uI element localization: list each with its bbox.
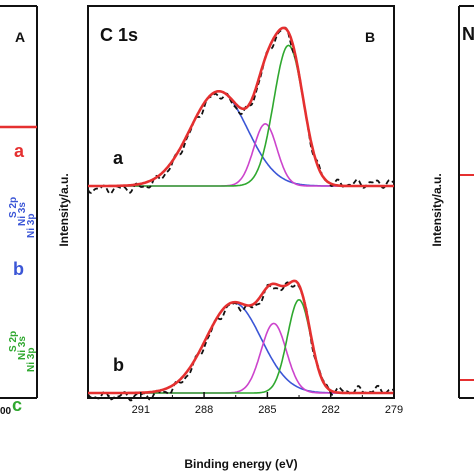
trace-c-peak-ni3s: Ni 3s bbox=[17, 336, 28, 360]
trace-b-label: b bbox=[13, 259, 24, 279]
trace-b-peak-ni3p: Ni 3p bbox=[26, 214, 37, 238]
x-tick-label: 288 bbox=[195, 404, 213, 416]
spectrum-b-experimental bbox=[87, 281, 395, 402]
panel-letter: B bbox=[365, 29, 375, 45]
panel-right-letter: N bbox=[462, 24, 474, 44]
spectrum-a: a bbox=[87, 26, 395, 195]
panel-right-ylabel: Intensity/a.u. bbox=[430, 173, 444, 246]
panel-a-tick-label: 00 bbox=[0, 406, 12, 417]
panel-a: A 00 a S 2p Ni 3s Ni 3p b S 2p Ni 3s Ni … bbox=[0, 5, 38, 417]
spectrum-a-label: a bbox=[113, 148, 124, 168]
trace-c-peak-ni3p: Ni 3p bbox=[26, 348, 37, 372]
spectrum-b-envelope bbox=[88, 279, 394, 395]
trace-c-markers: S 2p Ni 3s Ni 3p c bbox=[8, 331, 37, 415]
panel-right: Intensity/a.u. N bbox=[430, 5, 474, 399]
trace-c-peak-s2p: S 2p bbox=[8, 331, 19, 352]
spectrum-a-experimental bbox=[87, 26, 395, 195]
y-axis-label: Intensity/a.u. bbox=[57, 173, 71, 246]
spectrum-b-component-1 bbox=[88, 301, 394, 394]
chart-title: C 1s bbox=[100, 25, 138, 45]
trace-b-peak-ni3s: Ni 3s bbox=[17, 202, 28, 226]
spectrum-b-label: b bbox=[113, 355, 124, 375]
spectrum-a-component-1 bbox=[88, 90, 394, 187]
x-tick-label: 285 bbox=[258, 404, 276, 416]
spectrum-b-component-3 bbox=[88, 298, 394, 394]
x-axis-label: Binding energy (eV) bbox=[184, 457, 297, 471]
trace-c-label: c bbox=[12, 395, 22, 415]
x-tick-label: 291 bbox=[132, 404, 150, 416]
spectra-curves: ab bbox=[87, 26, 395, 402]
c1s-plot: C 1s B ab 291 288 285 282 279 bbox=[87, 5, 403, 416]
x-tick-label: 279 bbox=[385, 404, 403, 416]
x-axis-ticks: 291 288 285 282 279 bbox=[108, 392, 403, 416]
trace-b-peak-s2p: S 2p bbox=[8, 197, 19, 218]
spectrum-a-envelope bbox=[88, 26, 394, 188]
spectrum-a-component-2 bbox=[88, 122, 394, 187]
panel-a-letter: A bbox=[15, 29, 25, 45]
spectrum-b: b bbox=[87, 279, 395, 402]
trace-b-markers: S 2p Ni 3s Ni 3p b bbox=[8, 197, 37, 279]
trace-a-label: a bbox=[14, 141, 25, 161]
x-tick-label: 282 bbox=[322, 404, 340, 416]
spectrum-b-component-2 bbox=[88, 322, 394, 394]
plot-frame bbox=[87, 5, 395, 399]
